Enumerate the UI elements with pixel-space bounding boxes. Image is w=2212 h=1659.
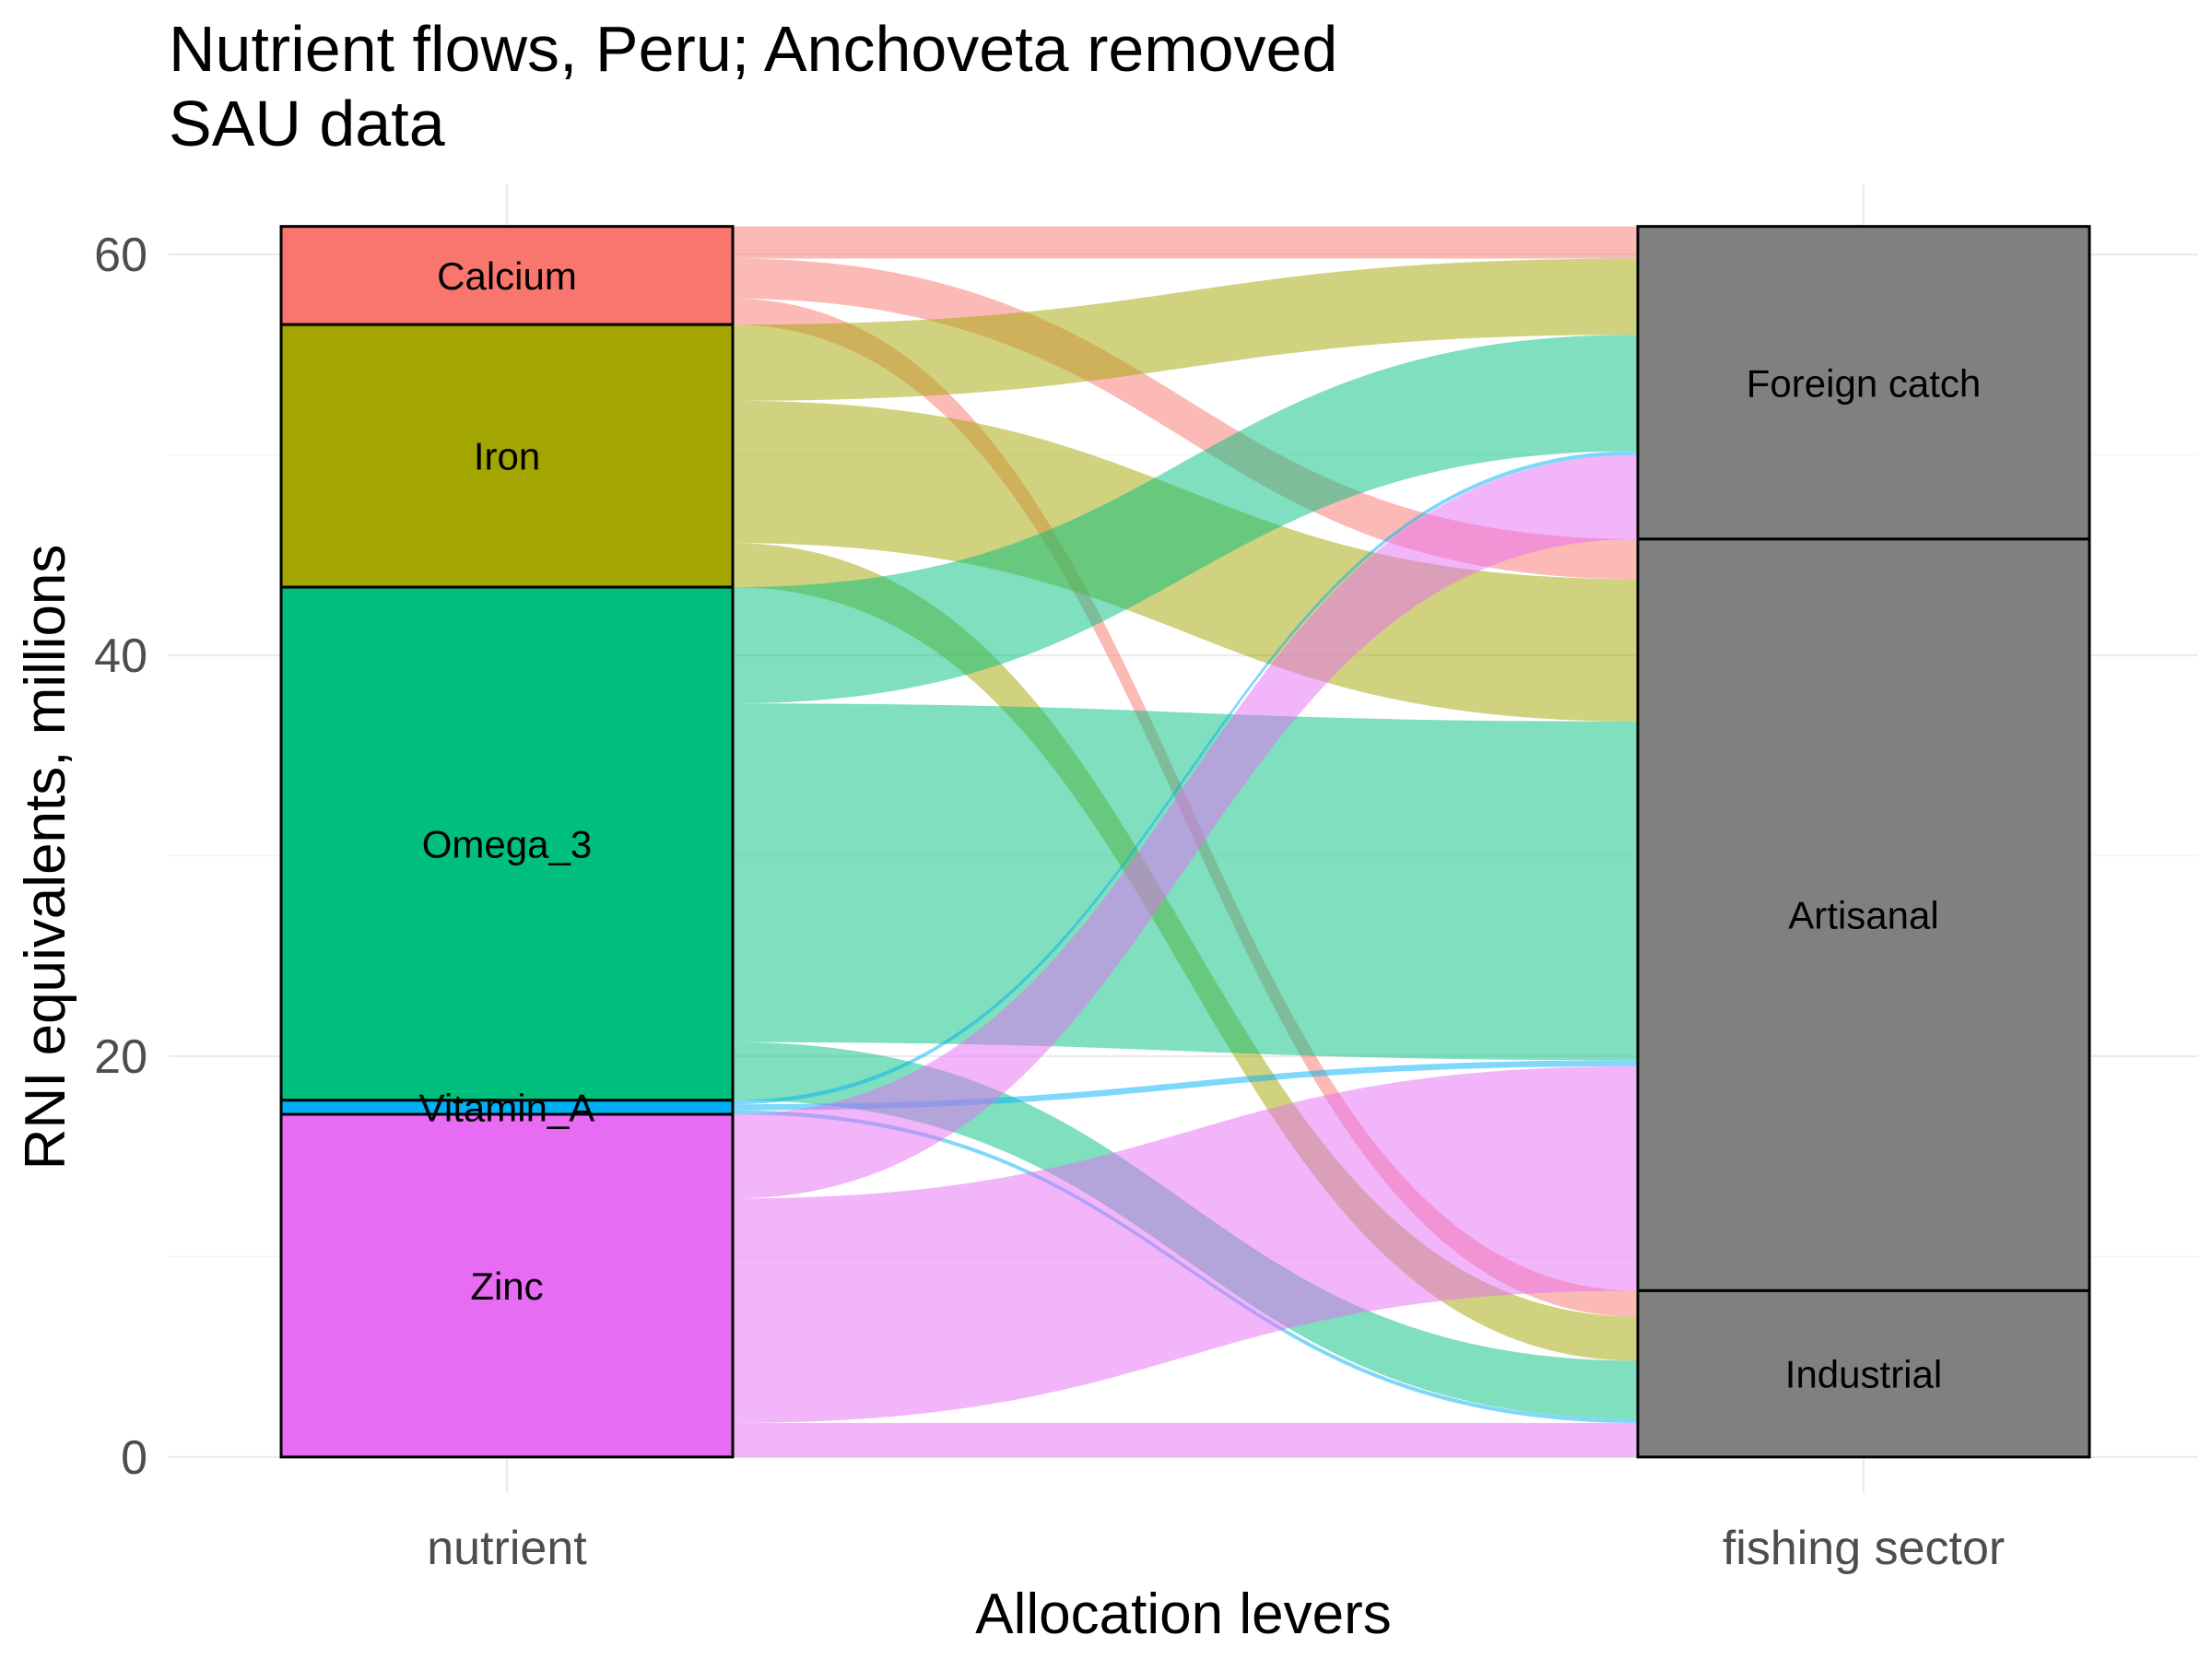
- flow-ribbons: [733, 226, 1638, 1457]
- stratum-artisanal: [1636, 537, 2091, 1292]
- y-axis-ticks: 0 20 40 60: [94, 229, 147, 1485]
- flow-zinc-to-artisanal: [733, 1065, 1638, 1423]
- stratum-industrial: [1636, 1288, 2091, 1459]
- flow-vitamin-a-to-artisanal: [733, 1060, 1638, 1111]
- stratum-label-vitamin-a: Vitamin_A: [419, 1086, 595, 1129]
- y-tick-label: 20: [94, 1030, 147, 1084]
- y-axis-title: RNI equivalents, millions: [14, 545, 77, 1171]
- flow-calcium-to-foreign-catch: [733, 226, 1638, 259]
- chart-subtitle: SAU data: [169, 88, 445, 159]
- x-axis-title: Allocation levers: [975, 1583, 1391, 1646]
- stratum-label-calcium: Calcium: [437, 254, 577, 298]
- stratum-iron: [279, 323, 735, 589]
- stratum-label-artisanal: Artisanal: [1788, 894, 1938, 937]
- flow-calcium-to-artisanal: [733, 258, 1638, 580]
- y-tick-label: 40: [94, 629, 147, 683]
- stratum-zinc: [279, 1112, 735, 1459]
- stratum-calcium: [279, 225, 735, 326]
- x-axis-ticks: nutrient fishing sector: [427, 1522, 2005, 1575]
- y-tick-label: 0: [121, 1431, 147, 1485]
- stratum-label-industrial: Industrial: [1785, 1353, 1942, 1396]
- strata: Calcium Iron Omega_3 Vitamin_A Zinc Foreign c…: [279, 225, 2091, 1459]
- flow-iron-to-foreign-catch: [733, 258, 1638, 401]
- chart-title: Nutrient flows, Peru; Anchoveta removed: [169, 13, 1337, 85]
- x-tick-label-nutrient: nutrient: [427, 1522, 587, 1575]
- stratum-omega-3: [279, 585, 735, 1102]
- flow-zinc-to-industrial: [733, 1422, 1638, 1457]
- y-tick-label: 60: [94, 229, 147, 282]
- flow-vitamin-a-to-foreign-catch: [733, 451, 1638, 1105]
- stratum-label-omega-3: Omega_3: [422, 822, 592, 865]
- flow-zinc-to-foreign-catch: [733, 454, 1638, 1199]
- stratum-label-foreign-catch: Foreign catch: [1747, 361, 1981, 405]
- flow-omega-3-to-foreign-catch: [733, 335, 1638, 704]
- stratum-label-zinc: Zinc: [470, 1265, 543, 1308]
- x-tick-label-fishing-sector: fishing sector: [1723, 1522, 2005, 1575]
- flow-omega-3-to-artisanal: [733, 703, 1638, 1061]
- stratum-label-iron: Iron: [474, 435, 540, 478]
- stratum-foreign-catch: [1636, 225, 2091, 541]
